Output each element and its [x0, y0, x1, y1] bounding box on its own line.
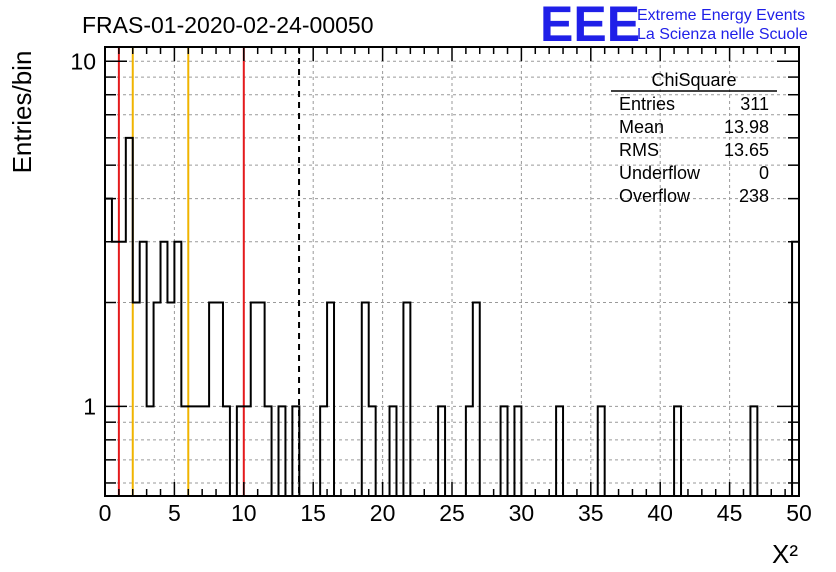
x-tick-label: 35: [578, 500, 604, 526]
axes: [104, 46, 800, 497]
stats-row-value: 13.98: [724, 117, 769, 137]
x-tick-label: 0: [99, 500, 112, 526]
logo-line-1: Extreme Energy Events: [637, 7, 805, 24]
stats-box: ChiSquare Entries 311 Mean 13.98 RMS 13.65 Und…: [611, 70, 777, 206]
stats-row-label: Overflow: [619, 186, 691, 206]
y-tick-label: 10: [70, 48, 96, 74]
logo-mark: EEE: [540, 0, 640, 52]
x-tick-label: 25: [439, 500, 465, 526]
stats-row-value: 13.65: [724, 140, 769, 160]
stats-row-value: 0: [759, 163, 769, 183]
x-tick-label: 30: [509, 500, 535, 526]
stats-row-label: Underflow: [619, 163, 701, 183]
x-tick-label: 50: [786, 500, 812, 526]
x-tick-label: 15: [300, 500, 326, 526]
x-tick-label: 45: [717, 500, 743, 526]
eee-logo: EEE Extreme Energy Events La Scienza nel…: [540, 0, 808, 52]
stats-row-label: Entries: [619, 94, 675, 114]
x-axis-title: X²: [772, 539, 798, 569]
y-axis-title: Entries/bin: [7, 51, 37, 174]
stats-row-label: RMS: [619, 140, 659, 160]
y-tick-labels: 1 10: [70, 48, 96, 419]
y-tick-label: 1: [83, 393, 96, 419]
x-tick-label: 40: [647, 500, 673, 526]
stats-row-value: 311: [740, 94, 769, 114]
stats-row-label: Mean: [619, 117, 664, 137]
x-tick-label: 20: [370, 500, 396, 526]
stats-title: ChiSquare: [651, 70, 736, 90]
x-tick-label: 10: [231, 500, 257, 526]
stats-rows: Entries 311 Mean 13.98 RMS 13.65 Underflow 0 Ove…: [619, 94, 769, 206]
x-tick-label: 5: [168, 500, 181, 526]
x-tick-labels: 0 5 10 15 20 25 30 35 40 45 50: [99, 500, 812, 526]
stats-row-value: 238: [739, 186, 769, 206]
logo-line-2: La Scienza nelle Scuole: [637, 26, 808, 43]
chart-title: FRAS-01-2020-02-24-00050: [82, 12, 374, 38]
grid-lines: [105, 47, 799, 496]
